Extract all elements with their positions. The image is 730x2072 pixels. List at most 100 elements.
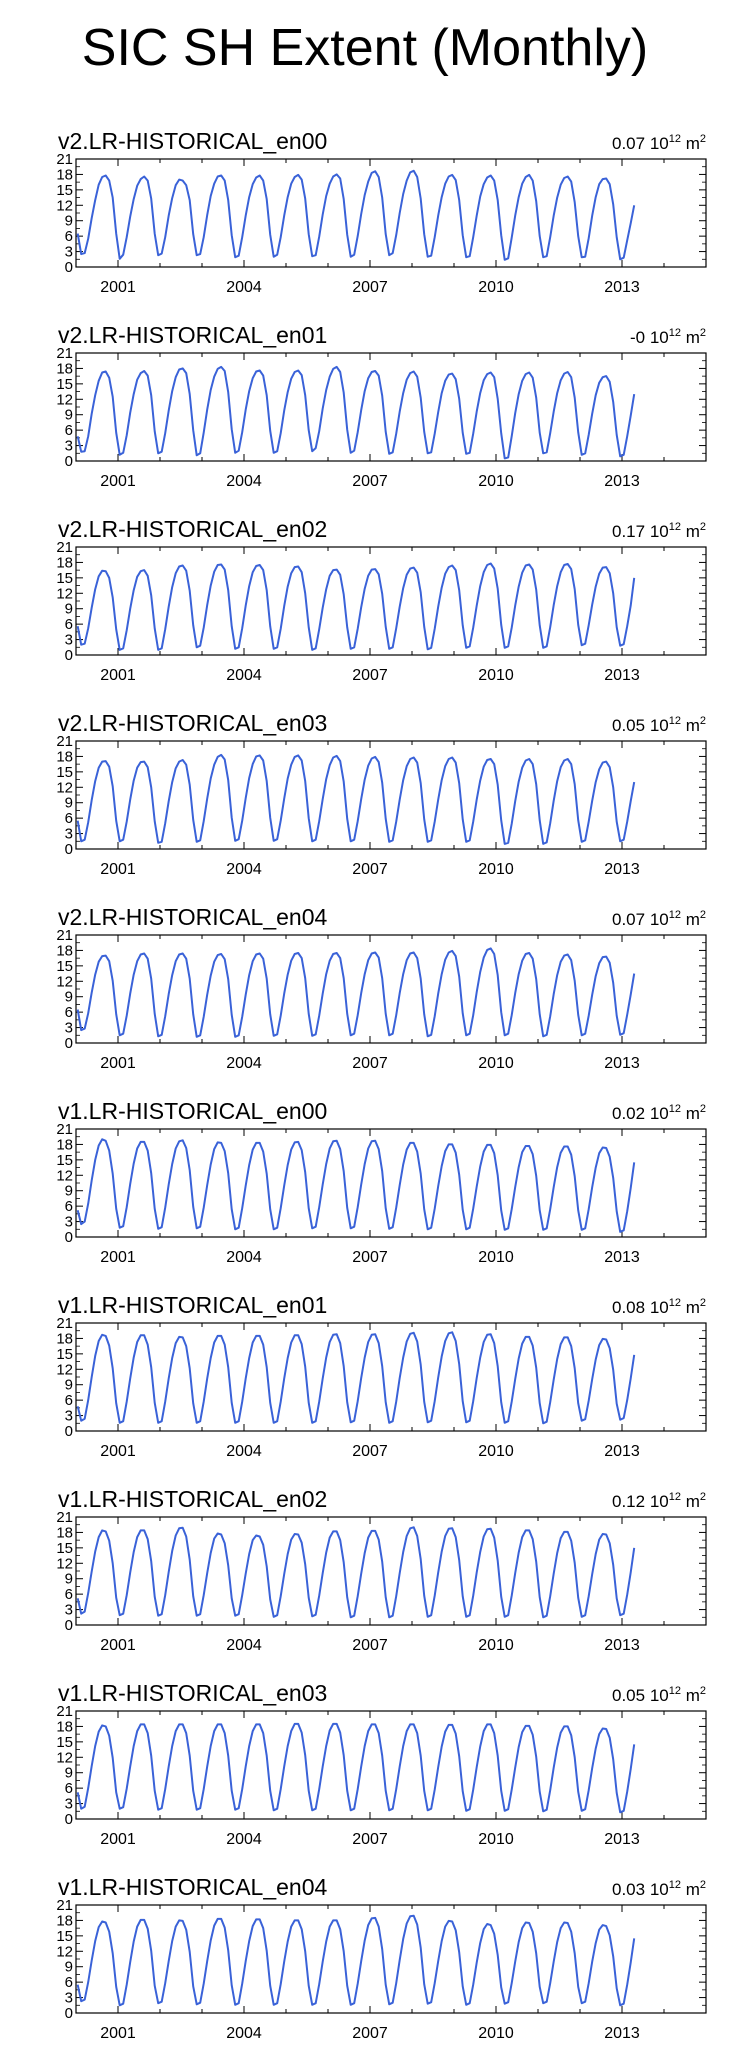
y-tick-label: 12	[56, 197, 73, 214]
y-tick-label: 18	[56, 554, 73, 571]
x-tick-label: 2001	[100, 1055, 136, 1072]
y-tick-label: 6	[65, 1198, 73, 1215]
y-tick-label: 9	[65, 1377, 73, 1394]
x-tick-label: 2007	[352, 279, 388, 296]
y-tick-label: 6	[65, 1392, 73, 1409]
series-line	[76, 1138, 636, 1233]
x-tick-label: 2010	[478, 1831, 514, 1848]
x-tick-label: 2010	[478, 861, 514, 878]
mean-value: 0.02	[612, 1104, 650, 1123]
y-tick-label: 3	[65, 1602, 73, 1619]
x-tick-label: 2007	[352, 473, 388, 490]
x-tick-label: 2010	[478, 1249, 514, 1266]
unit-meter: m	[681, 134, 700, 153]
mean-label: 0.08 1012 m2	[612, 1297, 706, 1317]
x-tick-label: 2007	[352, 2025, 388, 2042]
y-tick-label: 18	[56, 748, 73, 765]
chart-panel-6: v1.LR-HISTORICAL_en01 0.08 1012 m20369121…	[56, 1292, 707, 1460]
y-tick-label: 3	[65, 1408, 73, 1425]
y-tick-label: 0	[65, 1423, 73, 1440]
y-tick-label: 18	[56, 942, 73, 959]
x-tick-label: 2001	[100, 1831, 136, 1848]
unit-square: 2	[700, 1685, 706, 1697]
x-tick-label: 2013	[604, 861, 640, 878]
unit-square: 2	[700, 1879, 706, 1891]
plot-frame	[75, 352, 707, 462]
unit-exponent: 12	[669, 1879, 681, 1891]
panel-title: v1.LR-HISTORICAL_en04	[58, 1874, 328, 1900]
unit-base: 10	[650, 1880, 669, 1899]
unit-square: 2	[700, 1491, 706, 1503]
x-tick-label: 2004	[226, 667, 262, 684]
y-tick-label: 12	[56, 1749, 73, 1766]
unit-base: 10	[650, 1686, 669, 1705]
series-line	[76, 562, 636, 651]
y-tick-label: 12	[56, 1361, 73, 1378]
y-tick-label: 18	[56, 1718, 73, 1735]
x-tick-label: 2010	[478, 473, 514, 490]
x-tick-label: 2013	[604, 279, 640, 296]
plot-frame	[75, 1128, 707, 1238]
y-tick-label: 9	[65, 989, 73, 1006]
y-tick-label: 21	[56, 151, 73, 168]
chart-panel-5: v1.LR-HISTORICAL_en00 0.02 1012 m20369121…	[56, 1098, 707, 1266]
y-tick-label: 9	[65, 1959, 73, 1976]
x-tick-label: 2001	[100, 2025, 136, 2042]
y-tick-label: 0	[65, 647, 73, 664]
x-tick-label: 2010	[478, 1055, 514, 1072]
x-tick-label: 2004	[226, 2025, 262, 2042]
y-tick-label: 15	[56, 1734, 73, 1751]
mean-value: 0.08	[612, 1298, 650, 1317]
y-tick-label: 21	[56, 539, 73, 556]
unit-exponent: 12	[669, 133, 681, 145]
x-tick-label: 2013	[604, 1055, 640, 1072]
x-tick-label: 2013	[604, 1831, 640, 1848]
mean-label: 0.03 1012 m2	[612, 1879, 706, 1899]
y-tick-label: 3	[65, 1990, 73, 2007]
series-line	[76, 947, 636, 1038]
plot-frame	[75, 1322, 707, 1432]
unit-base: 10	[650, 328, 669, 347]
x-tick-label: 2001	[100, 667, 136, 684]
y-tick-label: 21	[56, 1897, 73, 1914]
unit-square: 2	[700, 521, 706, 533]
y-tick-label: 15	[56, 182, 73, 199]
x-tick-label: 2001	[100, 473, 136, 490]
y-tick-label: 18	[56, 1912, 73, 1929]
x-tick-label: 2013	[604, 473, 640, 490]
plot-frame	[75, 1516, 707, 1626]
y-tick-label: 15	[56, 570, 73, 587]
y-tick-label: 3	[65, 1214, 73, 1231]
panel-title: v2.LR-HISTORICAL_en04	[58, 904, 328, 930]
y-tick-label: 6	[65, 616, 73, 633]
y-tick-label: 12	[56, 1555, 73, 1572]
y-tick-label: 18	[56, 360, 73, 377]
unit-exponent: 12	[669, 1103, 681, 1115]
y-tick-label: 9	[65, 1765, 73, 1782]
mean-value: 0.03	[612, 1880, 650, 1899]
x-tick-label: 2004	[226, 1055, 262, 1072]
series-line	[76, 1722, 636, 1814]
x-tick-label: 2007	[352, 861, 388, 878]
unit-meter: m	[681, 328, 700, 347]
y-tick-label: 15	[56, 764, 73, 781]
y-tick-label: 0	[65, 1811, 73, 1828]
mean-label: -0 1012 m2	[630, 327, 706, 347]
x-tick-label: 2013	[604, 1249, 640, 1266]
y-tick-label: 12	[56, 391, 73, 408]
page-title: SIC SH Extent (Monthly)	[81, 19, 649, 77]
y-tick-label: 18	[56, 1524, 73, 1541]
unit-square: 2	[700, 327, 706, 339]
unit-meter: m	[681, 716, 700, 735]
y-tick-label: 21	[56, 1315, 73, 1332]
y-tick-label: 0	[65, 259, 73, 276]
mean-label: 0.02 1012 m2	[612, 1103, 706, 1123]
y-tick-label: 9	[65, 795, 73, 812]
x-tick-label: 2004	[226, 279, 262, 296]
y-tick-label: 0	[65, 841, 73, 858]
plot-frame	[75, 1904, 707, 2014]
mean-value: 0.07	[612, 134, 650, 153]
unit-square: 2	[700, 715, 706, 727]
x-tick-label: 2004	[226, 1249, 262, 1266]
unit-base: 10	[650, 910, 669, 929]
